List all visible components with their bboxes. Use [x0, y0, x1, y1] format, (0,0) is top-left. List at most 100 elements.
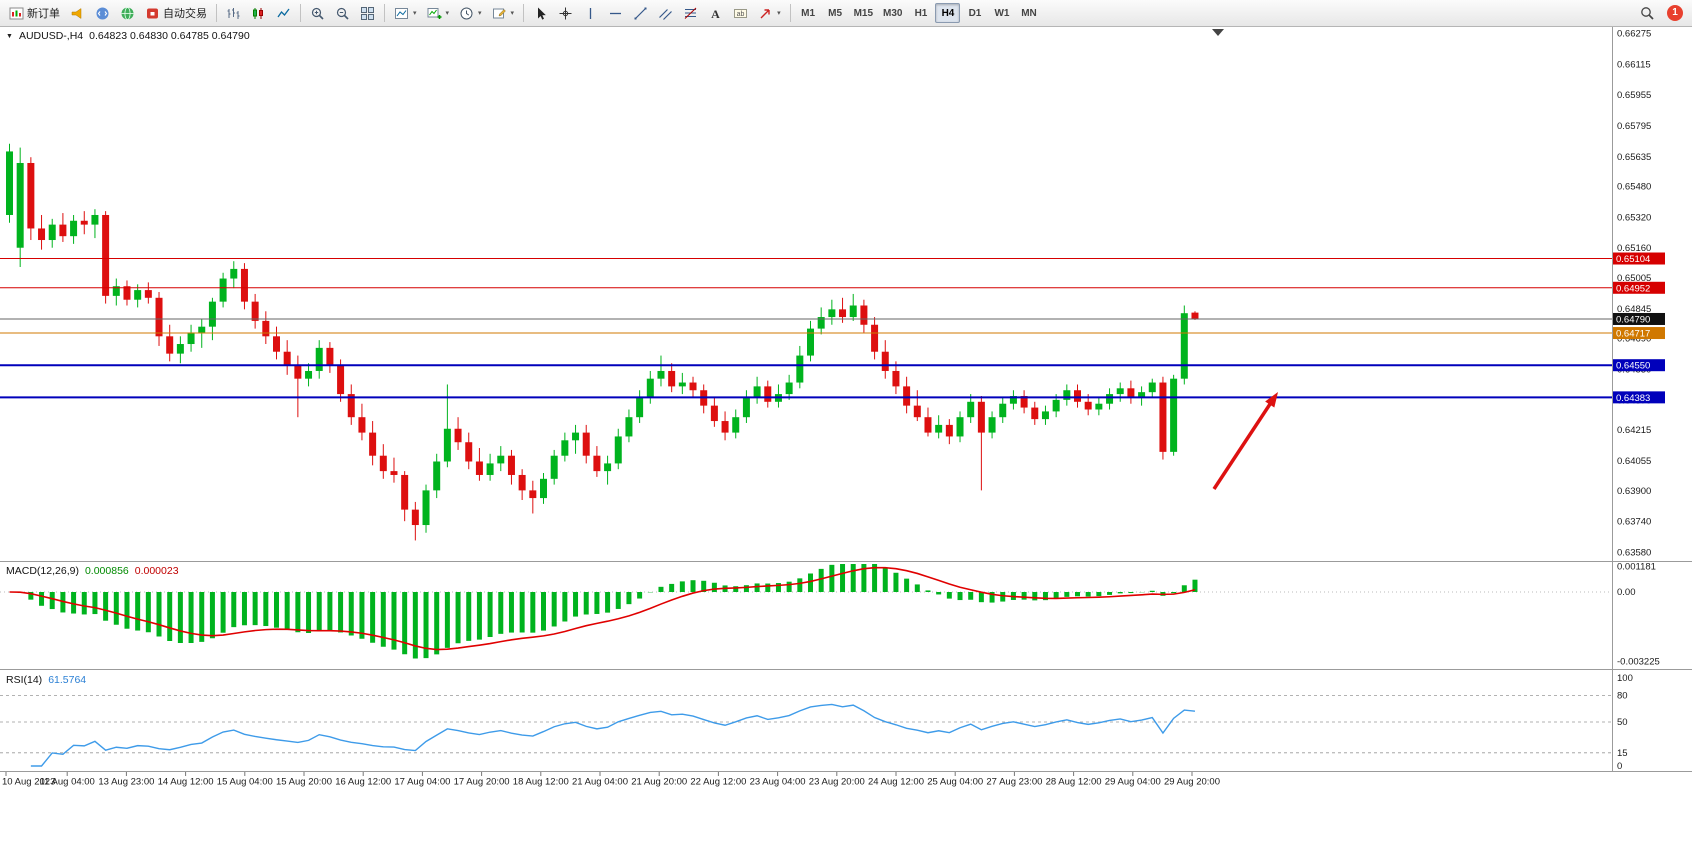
dropdown-arrow-icon: ▾: [777, 10, 781, 17]
time-axis-label: 23 Aug 20:00: [809, 777, 865, 788]
toolbar-separator: [216, 4, 217, 22]
candlestick-chart-button[interactable]: [246, 2, 271, 24]
one-click-trading-icon[interactable]: ▼: [6, 32, 13, 40]
fibonacci-icon: [684, 7, 697, 19]
timeframe-button-d1[interactable]: D1: [962, 3, 987, 23]
vertical-line-tool-button[interactable]: [578, 2, 603, 24]
candle-body: [1095, 403, 1103, 410]
price-axis-label: 0.65005: [1617, 273, 1651, 284]
macd-scale-label: 0.001181: [1617, 562, 1656, 573]
candle-body: [1031, 407, 1039, 420]
candle-body: [721, 421, 729, 433]
candle-body: [454, 428, 462, 443]
tile-windows-button[interactable]: [355, 2, 380, 24]
candle-body: [497, 455, 505, 464]
candle-body: [411, 509, 419, 526]
arrows-tool-button[interactable]: ▾: [753, 2, 786, 24]
candle-body: [6, 151, 13, 215]
candle-body: [262, 320, 270, 337]
auto-trading-button[interactable]: 自动交易: [140, 2, 212, 24]
candle-body: [903, 386, 911, 406]
timeframe-button-mn[interactable]: MN: [1016, 3, 1041, 23]
channel-tool-button[interactable]: [653, 2, 678, 24]
candle-body: [70, 220, 78, 237]
macd-scale-label: -0.003225: [1617, 656, 1660, 667]
bar-chart-icon: [227, 7, 240, 19]
crosshair-tool-button[interactable]: [553, 2, 578, 24]
notification-badge[interactable]: 1: [1667, 5, 1683, 21]
candle-body: [187, 332, 195, 345]
arrow-head[interactable]: [1265, 392, 1278, 408]
hline-0.64383-tag: [1613, 391, 1665, 404]
new-order-button[interactable]: 新订单: [4, 2, 65, 24]
hline-0.65104-tag-label: 0.65104: [1616, 254, 1650, 265]
chart-list-button[interactable]: ▾: [389, 2, 422, 24]
alerts-button[interactable]: [65, 2, 90, 24]
candle-body: [198, 326, 206, 333]
macd-indicator-label: MACD(12,26,9) 0.000856 0.000023: [6, 565, 179, 577]
candle-body: [1041, 411, 1049, 420]
metaeditor-button[interactable]: [90, 2, 115, 24]
candle-body: [1009, 396, 1017, 404]
candle-body: [315, 347, 323, 371]
clock-icon: [460, 7, 473, 19]
hline-0.64952-tag: [1613, 281, 1665, 294]
templates-button[interactable]: ▾: [487, 2, 520, 24]
zoom-in-button[interactable]: [305, 2, 330, 24]
price-axis-label: 0.63740: [1617, 517, 1651, 528]
line-chart-button[interactable]: [271, 2, 296, 24]
timeframe-button-h1[interactable]: H1: [908, 3, 933, 23]
timeframe-button-h4[interactable]: H4: [935, 3, 961, 23]
timeframe-button-m1[interactable]: M1: [796, 3, 821, 23]
search-button[interactable]: [1634, 2, 1660, 24]
chart-shift-marker[interactable]: [1212, 29, 1224, 36]
timeframe-button-w1[interactable]: W1: [989, 3, 1014, 23]
tile-windows-icon: [361, 6, 374, 20]
time-axis-label: 25 Aug 04:00: [927, 777, 983, 788]
periods-button[interactable]: ▾: [454, 2, 487, 24]
candle-body: [80, 220, 88, 225]
text-tool-button[interactable]: A: [703, 2, 728, 24]
candle-body: [1170, 378, 1178, 452]
arrow-line[interactable]: [1212, 398, 1275, 490]
arrow-annotation[interactable]: [1212, 392, 1278, 490]
zoom-out-button[interactable]: [330, 2, 355, 24]
rsi-scale-label: 50: [1617, 717, 1628, 728]
candle-body: [326, 347, 334, 366]
timeframe-button-m5[interactable]: M5: [823, 3, 848, 23]
fibonacci-tool-button[interactable]: [678, 2, 703, 24]
current-price-tag-label: 0.64790: [1616, 314, 1650, 325]
symbol-period-label: AUDUSD-,H4: [18, 30, 84, 42]
price-axis-label: 0.64690: [1617, 334, 1651, 345]
bar-chart-button[interactable]: [221, 2, 246, 24]
candle-body: [582, 432, 590, 456]
hline-0.64550-tag-label: 0.64550: [1616, 361, 1650, 372]
macd-main-value: 0.000856: [84, 565, 129, 577]
candle-body: [764, 386, 772, 402]
auto-trading-label: 自动交易: [163, 8, 207, 20]
candle-body: [465, 442, 473, 462]
community-button[interactable]: [115, 2, 140, 24]
trendline-tool-button[interactable]: [628, 2, 653, 24]
price-axis-label: 0.65635: [1617, 152, 1651, 163]
label-tool-button[interactable]: ab: [728, 2, 753, 24]
timeframe-button-m15[interactable]: M15: [850, 3, 877, 23]
indicators-button[interactable]: ▾: [422, 2, 455, 24]
candle-body: [240, 268, 248, 302]
toolbar-separator: [384, 4, 385, 22]
candle-body: [1148, 382, 1156, 393]
rsi-scale-label: 0: [1617, 761, 1622, 772]
hline-0.65104-tag: [1613, 252, 1665, 265]
time-axis-label: 13 Aug 23:00: [98, 777, 154, 788]
price-axis-label: 0.65160: [1617, 243, 1651, 254]
candle-body: [1191, 312, 1199, 319]
rsi-indicator-label: RSI(14) 61.5764: [6, 674, 86, 686]
horizontal-line-tool-button[interactable]: [603, 2, 628, 24]
candle-body: [134, 290, 142, 300]
candle-body: [892, 370, 900, 387]
panel-separators: [0, 27, 1692, 772]
timeframe-button-m30[interactable]: M30: [879, 3, 906, 23]
cursor-tool-button[interactable]: [528, 2, 553, 24]
